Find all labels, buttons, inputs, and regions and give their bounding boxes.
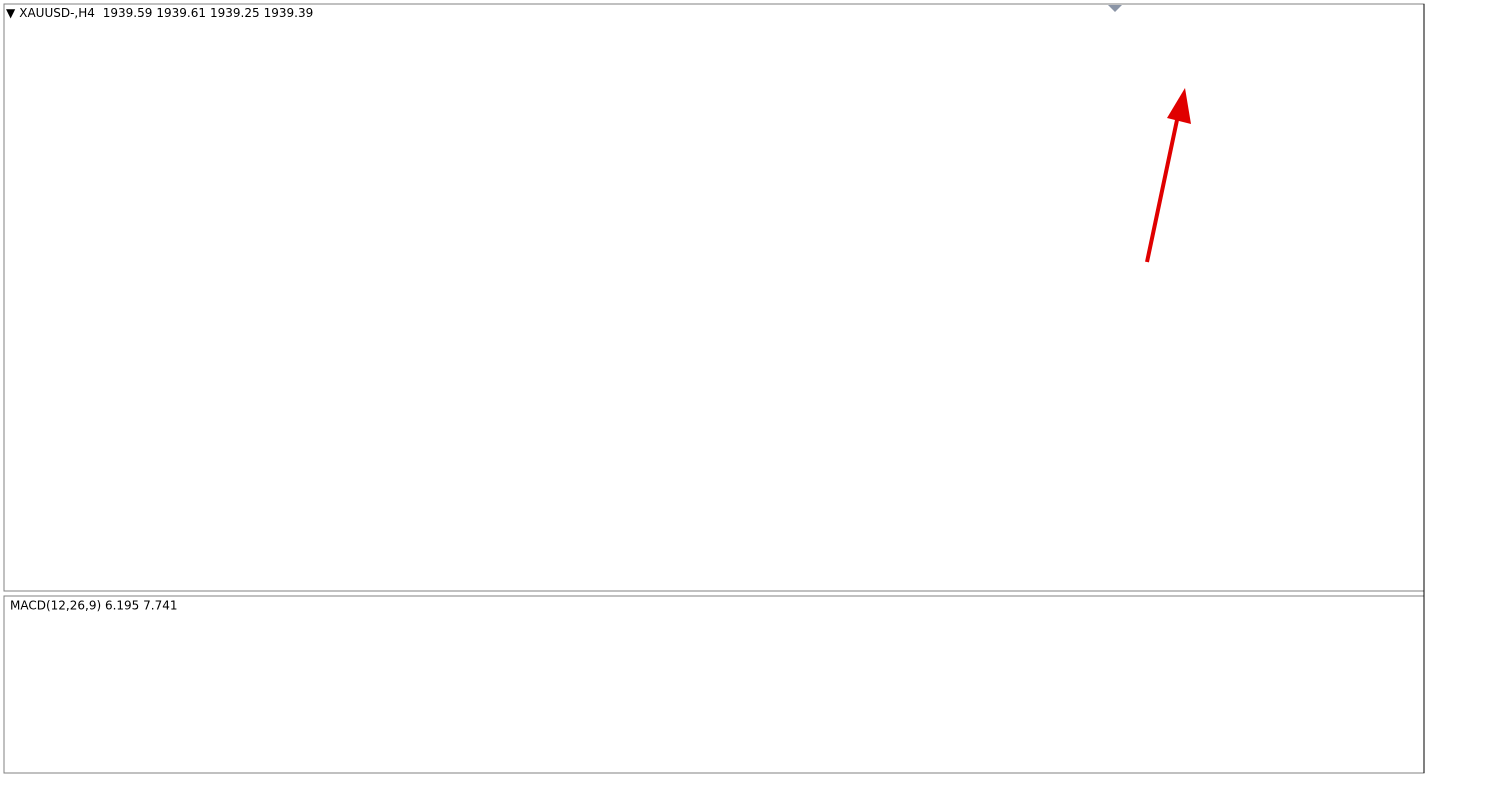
indicator-panel [3,595,1425,774]
high: 1939.61 [156,6,206,20]
open: 1939.59 [102,6,153,20]
low: 1939.25 [209,6,260,20]
chart-shift-marker [1108,5,1122,12]
collapse-icon: ▼ [6,6,16,20]
arrow-head [1167,88,1191,124]
symbol: XAUUSD-,H4 [19,6,95,20]
main-panel [3,3,1425,592]
arrow-shaft [1145,119,1179,263]
header: ▼ XAUUSD-,H4 1939.59 1939.61 1939.25 1939.39 [6,6,317,20]
close: 1939.39 [263,6,314,20]
indicator-title: MACD(12,26,9) 6.195 7.741 [10,599,177,613]
